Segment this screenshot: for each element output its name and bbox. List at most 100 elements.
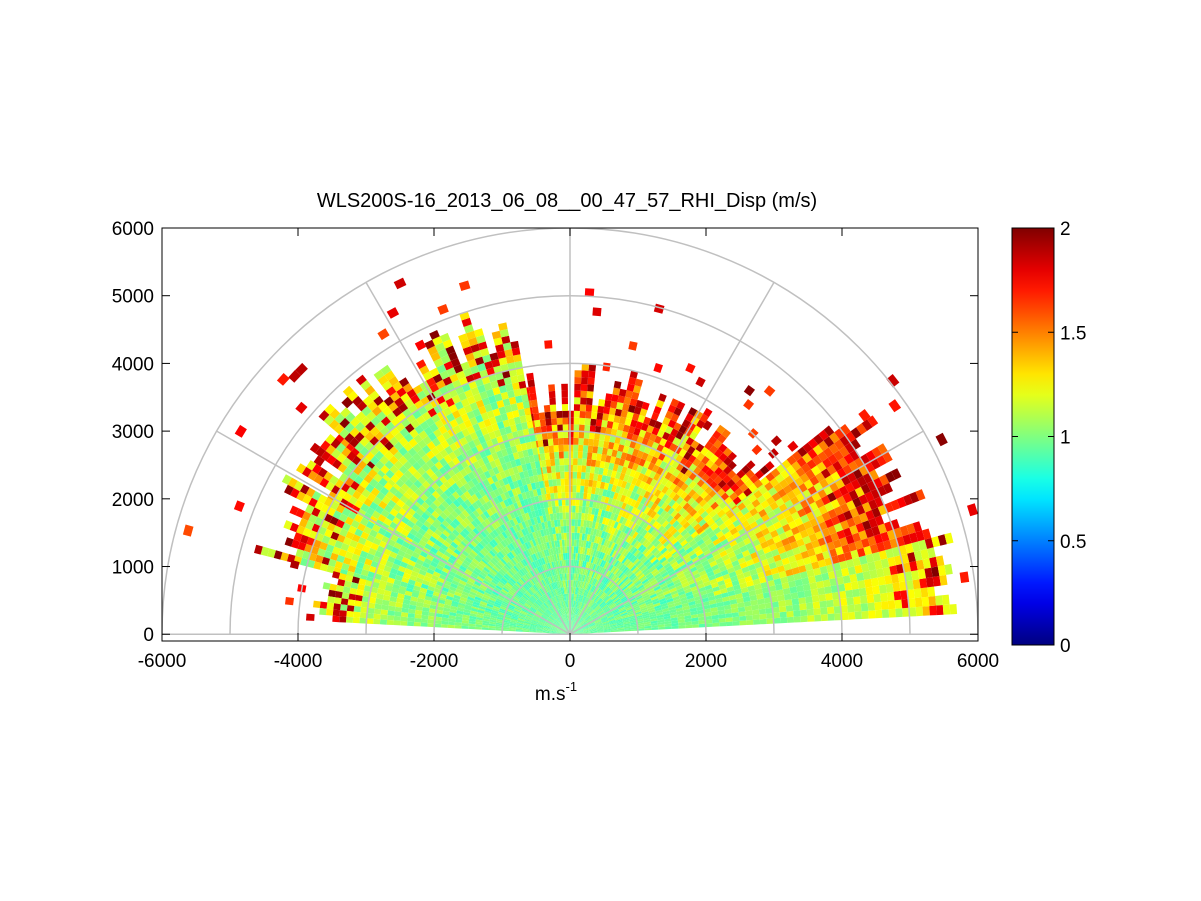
data-cell: [439, 511, 448, 520]
data-cell: [507, 390, 515, 399]
data-cell: [383, 590, 392, 597]
data-cell: [396, 412, 407, 423]
data-cell: [506, 582, 513, 588]
data-cell: [727, 566, 736, 574]
data-cell: [807, 438, 819, 449]
data-cell: [642, 594, 650, 600]
data-cell: [650, 494, 658, 503]
data-cell: [421, 463, 431, 472]
data-cell: [695, 579, 704, 586]
data-cell: [566, 621, 569, 628]
data-cell: [649, 478, 658, 487]
data-cell: [525, 476, 531, 485]
data-cell: [420, 524, 429, 532]
data-cell: [438, 523, 447, 531]
data-cell: [526, 420, 534, 429]
data-cell: [536, 627, 544, 630]
data-cell: [419, 365, 430, 375]
data-cell: [543, 629, 550, 632]
data-cell: [418, 430, 428, 440]
data-cell: [537, 508, 543, 517]
data-cell: [589, 610, 595, 616]
data-cell: [545, 549, 550, 557]
data-cell: [606, 469, 613, 477]
data-cell: [567, 586, 569, 594]
data-cell: [529, 525, 535, 533]
data-cell: [531, 561, 537, 569]
data-cell: [554, 603, 558, 611]
data-cell: [550, 627, 558, 630]
data-cell: [598, 467, 604, 475]
data-cell: [731, 607, 739, 613]
data-cell: [498, 442, 506, 451]
data-cell: [572, 498, 576, 506]
data-cell: [429, 535, 438, 544]
data-cell: [560, 624, 566, 630]
data-cell: [496, 350, 506, 359]
data-cell: [597, 598, 603, 605]
data-cell: [562, 615, 566, 622]
data-cell: [686, 575, 695, 582]
data-cell: [456, 545, 464, 553]
data-cell: [456, 585, 464, 592]
data-cell: [733, 584, 741, 591]
data-cell: [586, 459, 592, 467]
data-cell: [604, 608, 611, 613]
data-cell: [689, 553, 698, 560]
data-cell: [547, 569, 552, 577]
data-cell: [543, 627, 551, 630]
data-cell: [451, 474, 460, 483]
data-cell: [325, 444, 336, 455]
data-cell: [442, 376, 453, 386]
data-cell: [496, 618, 504, 622]
data-cell: [565, 600, 567, 608]
data-cell: [442, 431, 451, 441]
data-cell: [496, 535, 503, 543]
data-cell: [603, 625, 611, 629]
data-cell: [369, 478, 379, 488]
data-cell: [610, 428, 618, 437]
data-cell: [571, 607, 573, 614]
data-cell: [602, 623, 610, 627]
data-cell: [377, 375, 389, 386]
data-cell: [560, 594, 564, 602]
data-cell: [698, 586, 706, 593]
data-cell: [598, 544, 604, 552]
data-cell: [709, 545, 718, 553]
data-cell: [610, 593, 617, 599]
data-cell: [348, 525, 357, 535]
data-cell: [637, 502, 644, 511]
data-cell: [365, 579, 373, 587]
data-cell: [530, 496, 536, 505]
data-cell: [510, 558, 517, 566]
data-cell: [674, 581, 682, 588]
data-cell: [470, 588, 478, 594]
data-cell: [500, 540, 507, 548]
data-cell: [776, 565, 786, 573]
data-cell: [771, 548, 780, 557]
data-cell: [558, 444, 564, 452]
data-cell: [692, 511, 701, 520]
data-cell: [732, 531, 741, 540]
data-cell-scatter: [234, 424, 247, 438]
data-cell: [687, 597, 695, 603]
data-cell: [574, 559, 578, 567]
data-cell: [854, 486, 865, 498]
data-cell: [784, 529, 794, 538]
data-cell: [571, 539, 575, 547]
data-cell: [806, 569, 815, 578]
data-cell: [354, 475, 364, 485]
data-cell: [603, 561, 609, 569]
data-cell: [524, 435, 531, 443]
data-cell: [634, 611, 642, 615]
data-cell: [591, 535, 596, 543]
data-cell: [431, 521, 440, 529]
data-cell: [496, 620, 504, 624]
data-cell: [594, 579, 599, 587]
data-cell: [537, 590, 543, 597]
data-cell: [407, 544, 417, 552]
data-cell: [868, 610, 876, 619]
data-cell: [590, 514, 595, 522]
data-cell: [626, 561, 634, 569]
data-cell: [539, 580, 545, 588]
